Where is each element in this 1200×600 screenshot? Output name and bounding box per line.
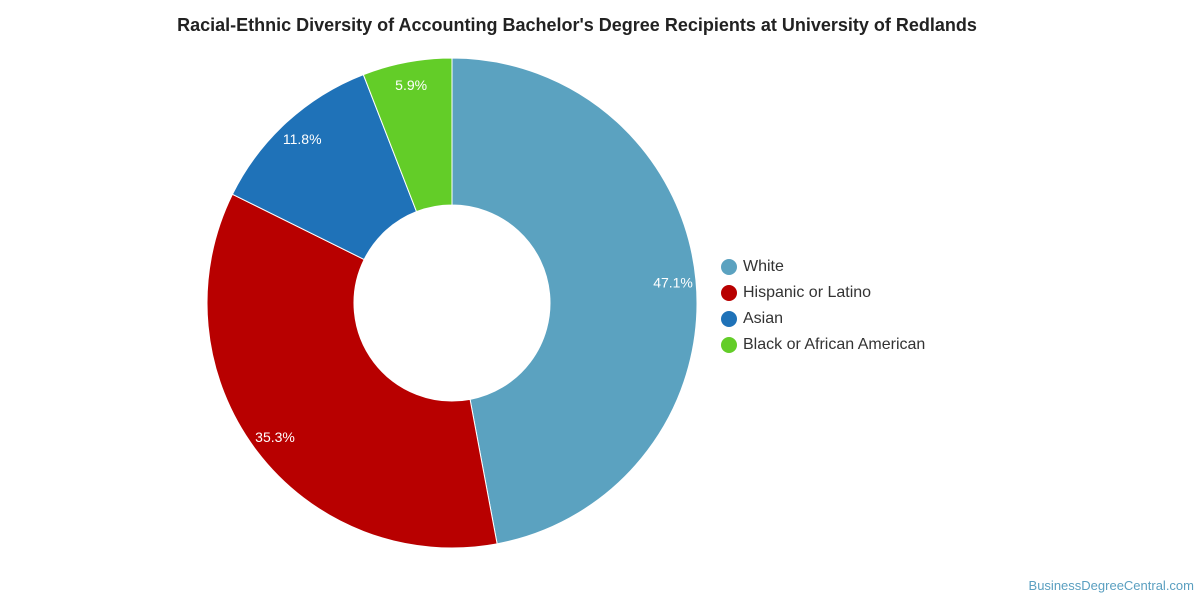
- legend-item-white[interactable]: White: [721, 254, 925, 280]
- slice-black-or-african-american[interactable]: [362, 57, 453, 213]
- slice-label-asian: 11.8%: [283, 131, 322, 147]
- legend-item-hispanic-or-latino[interactable]: Hispanic or Latino: [721, 280, 925, 306]
- slice-asian[interactable]: [231, 73, 418, 261]
- legend-label-asian: Asian: [743, 310, 784, 327]
- legend-swatch-asian: [721, 311, 737, 327]
- slice-label-black-or-african-american: 5.9%: [395, 77, 427, 93]
- source-credit[interactable]: BusinessDegreeCentral.com: [1028, 578, 1194, 593]
- legend-swatch-white: [721, 259, 737, 275]
- slice-white[interactable]: [451, 57, 698, 545]
- legend-label-hispanic-or-latino: Hispanic or Latino: [743, 284, 872, 301]
- chart-title: Racial-Ethnic Diversity of Accounting Ba…: [177, 15, 977, 35]
- legend: White Hispanic or Latino Asian Black or …: [721, 254, 925, 358]
- slice-hispanic-or-latino[interactable]: [206, 193, 498, 549]
- legend-label-white: White: [743, 258, 784, 275]
- legend-item-black-or-african-american[interactable]: Black or African American: [721, 332, 925, 358]
- legend-swatch-hispanic-or-latino: [721, 285, 737, 301]
- slice-label-hispanic-or-latino: 35.3%: [255, 429, 295, 445]
- legend-swatch-black-or-african-american: [721, 337, 737, 353]
- legend-label-black-or-african-american: Black or African American: [743, 336, 926, 353]
- legend-item-asian[interactable]: Asian: [721, 306, 925, 332]
- slice-label-white: 47.1%: [653, 274, 693, 290]
